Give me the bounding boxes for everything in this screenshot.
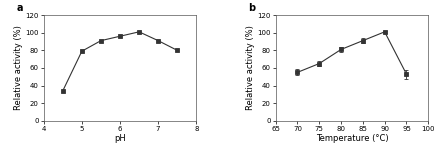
Y-axis label: Relative activity (%): Relative activity (%) — [14, 26, 23, 110]
X-axis label: pH: pH — [114, 134, 126, 143]
X-axis label: Temperature (°C): Temperature (°C) — [316, 134, 388, 143]
Text: b: b — [248, 3, 255, 13]
Y-axis label: Relative activity (%): Relative activity (%) — [246, 26, 254, 110]
Text: a: a — [16, 3, 23, 13]
